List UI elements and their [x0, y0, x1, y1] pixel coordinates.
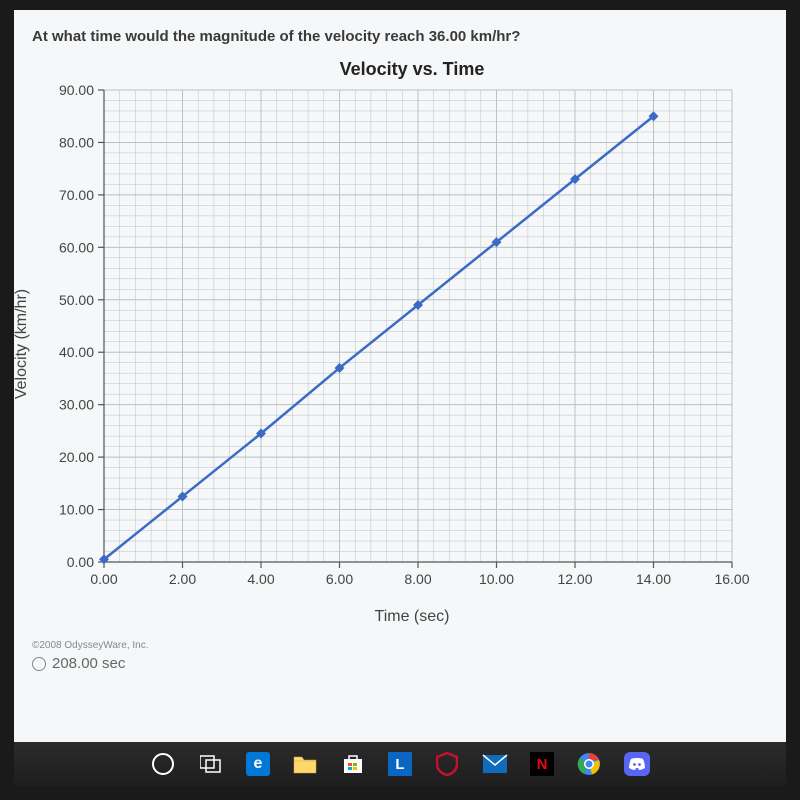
- svg-text:30.00: 30.00: [59, 397, 94, 413]
- svg-text:70.00: 70.00: [59, 187, 94, 203]
- taskbar: e L N: [14, 742, 786, 786]
- svg-text:20.00: 20.00: [59, 449, 94, 465]
- cortana-icon[interactable]: [150, 751, 176, 777]
- svg-text:10.00: 10.00: [479, 571, 514, 587]
- edge-icon[interactable]: e: [246, 752, 270, 776]
- svg-text:2.00: 2.00: [169, 571, 196, 587]
- x-axis-label: Time (sec): [82, 608, 742, 626]
- svg-text:14.00: 14.00: [636, 571, 671, 587]
- discord-icon[interactable]: [624, 752, 650, 776]
- svg-text:50.00: 50.00: [59, 292, 94, 308]
- option-a-label: 208.00 sec: [52, 655, 125, 672]
- svg-text:10.00: 10.00: [59, 502, 94, 518]
- copyright-text: ©2008 OdysseyWare, Inc.: [32, 640, 768, 651]
- l-app-icon[interactable]: L: [388, 752, 412, 776]
- svg-text:8.00: 8.00: [404, 571, 431, 587]
- svg-text:80.00: 80.00: [59, 134, 94, 150]
- svg-text:40.00: 40.00: [59, 344, 94, 360]
- file-explorer-icon[interactable]: [292, 751, 318, 777]
- netflix-icon[interactable]: N: [530, 752, 554, 776]
- radio-icon[interactable]: [32, 657, 46, 671]
- chrome-icon[interactable]: [576, 751, 602, 777]
- mcafee-icon[interactable]: [434, 751, 460, 777]
- svg-text:90.00: 90.00: [59, 84, 94, 98]
- chart-title: Velocity vs. Time: [82, 59, 742, 80]
- svg-text:4.00: 4.00: [247, 571, 274, 587]
- store-icon[interactable]: [340, 751, 366, 777]
- content-area: At what time would the magnitude of the …: [14, 10, 786, 742]
- svg-text:0.00: 0.00: [67, 554, 94, 570]
- svg-text:16.00: 16.00: [714, 571, 749, 587]
- chart-wrap: Velocity (km/hr) 0.002.004.006.008.0010.…: [32, 84, 752, 604]
- mail-icon[interactable]: [482, 751, 508, 777]
- screen-edge: At what time would the magnitude of the …: [0, 0, 800, 800]
- y-axis-label: Velocity (km/hr): [13, 289, 31, 399]
- chart-svg: 0.00 2.00 4.00 6.00 8.00 10.00 12.00 14.00 16.00…: [32, 84, 752, 604]
- svg-text:60.00: 60.00: [59, 239, 94, 255]
- svg-text:12.00: 12.00: [557, 571, 592, 587]
- svg-text:6.00: 6.00: [326, 571, 353, 587]
- task-view-icon[interactable]: [198, 751, 224, 777]
- question-text: At what time would the magnitude of the …: [32, 28, 768, 45]
- svg-text:0.00: 0.00: [90, 571, 117, 587]
- answer-option-a[interactable]: 208.00 sec: [32, 655, 768, 672]
